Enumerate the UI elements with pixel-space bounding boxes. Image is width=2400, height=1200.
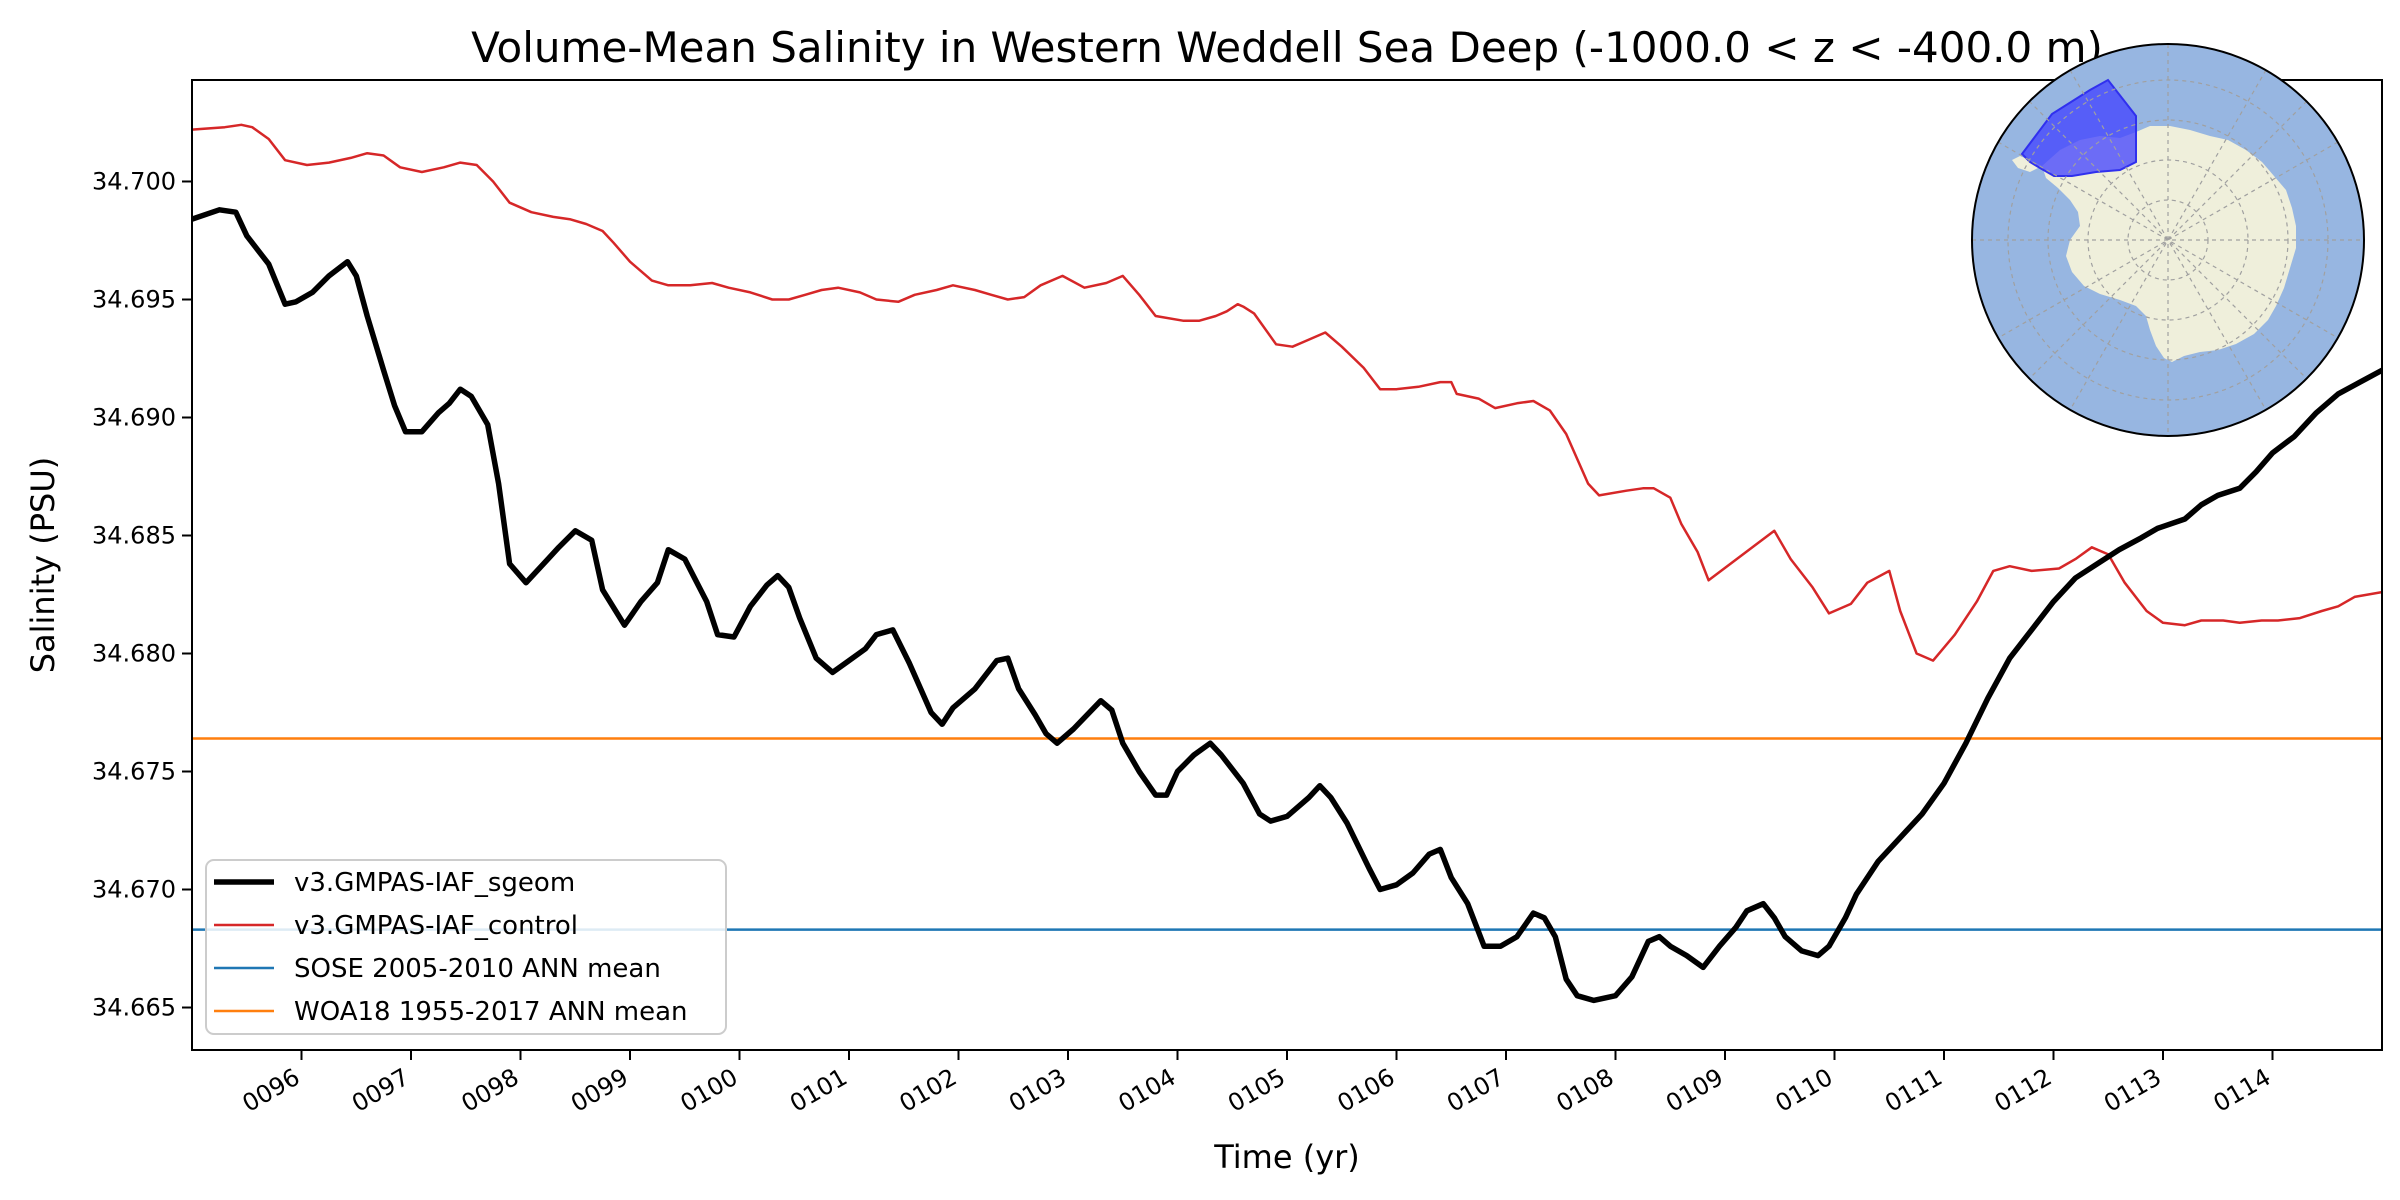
legend-label: v3.GMPAS-IAF_sgeom <box>294 868 575 898</box>
series-line-0 <box>192 207 2382 1004</box>
y-tick-label: 34.665 <box>92 994 176 1022</box>
y-axis: 34.665 34.670 34.675 34.680 34.685 34.690 34.6… <box>92 167 192 1022</box>
x-axis-label: Time (yr) <box>1213 1138 1360 1176</box>
inset-graticule <box>1972 44 2364 436</box>
antarctica-land <box>2042 126 2296 362</box>
chart-title: Volume-Mean Salinity in Western Weddell … <box>471 23 2103 72</box>
antarctica-inset-map <box>1971 43 2365 437</box>
inset-border <box>1971 43 2365 437</box>
highlighted-region <box>2020 78 2137 177</box>
y-axis-label: Salinity (PSU) <box>24 457 62 674</box>
legend-box <box>205 859 727 1035</box>
series-line-1 <box>192 123 2382 662</box>
y-tick-label: 34.700 <box>92 167 176 195</box>
y-tick-label: 34.680 <box>92 640 176 668</box>
y-tick-label: 34.690 <box>92 403 176 431</box>
legend: v3.GMPAS-IAF_sgeom v3.GMPAS-IAF_control SO… <box>205 859 727 1035</box>
legend-label: WOA18 1955-2017 ANN mean <box>294 997 688 1027</box>
y-tick-label: 34.675 <box>92 758 176 786</box>
y-tick-label: 34.695 <box>92 285 176 313</box>
legend-label: v3.GMPAS-IAF_control <box>294 911 578 941</box>
y-tick-label: 34.670 <box>92 876 176 904</box>
antarctic-peninsula <box>2012 156 2042 172</box>
legend-label: SOSE 2005-2010 ANN mean <box>294 954 661 984</box>
y-tick-label: 34.685 <box>92 521 176 549</box>
